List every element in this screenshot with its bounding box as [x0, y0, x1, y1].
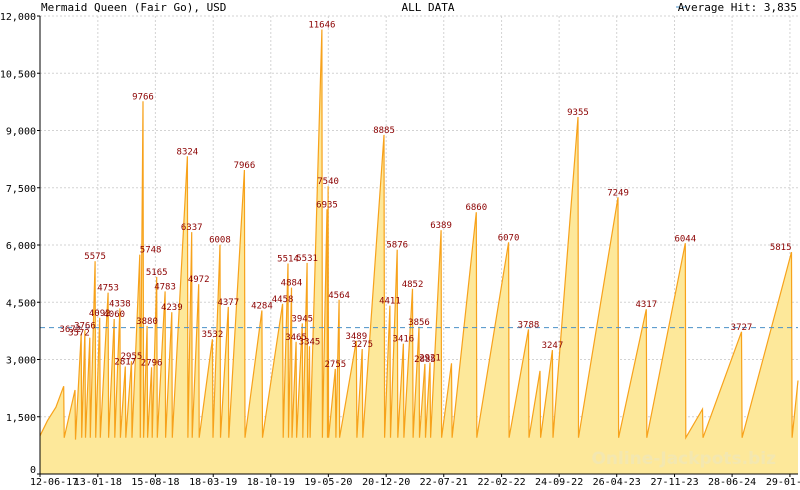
peak-value-label: 3856 — [408, 318, 430, 328]
peak-value-label: 5531 — [296, 254, 318, 264]
peak-value-label: 4852 — [402, 280, 424, 290]
peak-value-label: 5514 — [277, 255, 299, 265]
area-fill — [40, 29, 798, 474]
y-tick-label: 10,500 — [0, 69, 36, 80]
peak-value-label: 3572 — [68, 329, 90, 339]
x-tick-label: 13-01-18 — [74, 477, 122, 488]
peak-value-label: 3727 — [731, 323, 753, 333]
peak-value-label: 4884 — [281, 279, 303, 289]
legend-average-label: Average Hit: 3,835 — [678, 1, 797, 14]
peak-value-label: 5165 — [146, 268, 168, 278]
peak-value-label: 8324 — [177, 147, 199, 157]
peak-value-label: 2755 — [325, 360, 347, 370]
peak-value-label: 4092 — [89, 309, 111, 319]
peak-value-label: 4753 — [97, 284, 119, 294]
peak-value-label: 3275 — [351, 340, 373, 350]
x-tick-label: 15-08-18 — [131, 477, 179, 488]
peak-value-label: 5748 — [140, 246, 162, 256]
peak-value-label: 4564 — [328, 291, 350, 301]
x-tick-label: 18-10-19 — [247, 477, 295, 488]
peak-value-label: 4783 — [154, 282, 176, 292]
peak-value-label: 3416 — [393, 335, 415, 345]
peak-value-label: 6070 — [498, 233, 520, 243]
x-tick-label: 18-03-19 — [189, 477, 237, 488]
peak-value-label: 9355 — [567, 108, 589, 118]
watermark: Online-Jackpots.biz — [591, 449, 776, 469]
peak-value-label: 3489 — [345, 332, 367, 342]
peak-value-label: 2955 — [121, 352, 143, 362]
x-tick-label: 22-02-22 — [477, 477, 525, 488]
peak-value-label: 11646 — [308, 21, 335, 31]
peak-value-label: 4317 — [635, 300, 657, 310]
y-tick-label: 3,000 — [6, 356, 36, 367]
peak-value-label: 5876 — [386, 241, 408, 251]
peak-value-label: 5575 — [84, 252, 106, 262]
peak-value-label: 4060 — [103, 310, 125, 320]
peak-value-label: 2921 — [419, 354, 441, 364]
x-tick-label: 24-09-22 — [535, 477, 583, 488]
area-series — [39, 29, 799, 474]
y-tick-label: 4,500 — [6, 298, 36, 309]
peak-value-label: 3247 — [542, 341, 564, 351]
peak-value-label: 4458 — [272, 295, 294, 305]
peak-value-label: 3766 — [74, 321, 96, 331]
peak-value-label: 4411 — [379, 297, 401, 307]
peak-value-label: 3345 — [299, 337, 321, 347]
x-tick-label: 29-01-25 — [766, 477, 800, 488]
x-tick-label: 19-05-20 — [304, 477, 352, 488]
x-tick-label: 26-04-23 — [593, 477, 641, 488]
peak-value-label: 2796 — [141, 358, 163, 368]
peak-value-label: 3788 — [518, 320, 540, 330]
peak-value-label: 6044 — [674, 234, 696, 244]
peak-value-label: 3880 — [136, 317, 158, 327]
peak-value-label: 2817 — [114, 357, 136, 367]
peak-value-label: 6008 — [209, 236, 231, 246]
chart-subtitle: ALL DATA — [402, 1, 455, 14]
x-tick-label: 28-06-24 — [708, 477, 756, 488]
y-tick-label: 0 — [30, 465, 36, 476]
peak-value-label: 3672 — [59, 325, 81, 335]
peak-value-label: 2885 — [414, 355, 436, 365]
peak-value-label: 4338 — [109, 299, 131, 309]
peak-value-label: 7540 — [317, 177, 339, 187]
peak-value-label: 6860 — [465, 203, 487, 213]
x-tick-label: 20-12-20 — [362, 477, 410, 488]
peak-value-label: 9766 — [132, 92, 154, 102]
peak-value-label: 5815 — [770, 243, 792, 253]
y-tick-label: 9,000 — [6, 127, 36, 138]
peak-value-label: 4239 — [161, 303, 183, 313]
peak-value-label: 6337 — [181, 223, 203, 233]
peak-value-label: 3945 — [291, 314, 313, 324]
peak-value-label: 6935 — [316, 200, 338, 210]
peak-value-label: 3532 — [202, 330, 224, 340]
peak-value-label: 7966 — [234, 161, 256, 171]
x-tick-label: 22-07-21 — [420, 477, 468, 488]
area-line — [39, 29, 799, 440]
peak-value-label: 7249 — [607, 188, 629, 198]
peak-value-label: 8885 — [373, 126, 395, 136]
chart-title: Mermaid Queen (Fair Go), USD — [41, 1, 226, 14]
y-tick-label: 6,000 — [6, 241, 36, 252]
y-tick-label: 1,500 — [6, 413, 36, 424]
peak-value-label: 6389 — [430, 221, 452, 231]
peak-value-label: 3465 — [285, 333, 307, 343]
y-tick-label: 12,000 — [0, 12, 36, 23]
x-tick-label: 27-11-23 — [650, 477, 698, 488]
peak-value-label: 4972 — [188, 275, 210, 285]
peak-value-label: 4377 — [217, 298, 239, 308]
y-axis-ticks: 0 1,500 3,000 4,500 6,000 7,500 9,000 10,500 12,… — [0, 12, 40, 476]
peak-value-label: 4284 — [251, 301, 273, 311]
x-tick-label: 12-06-17 — [30, 477, 78, 488]
y-tick-label: 7,500 — [6, 184, 36, 195]
